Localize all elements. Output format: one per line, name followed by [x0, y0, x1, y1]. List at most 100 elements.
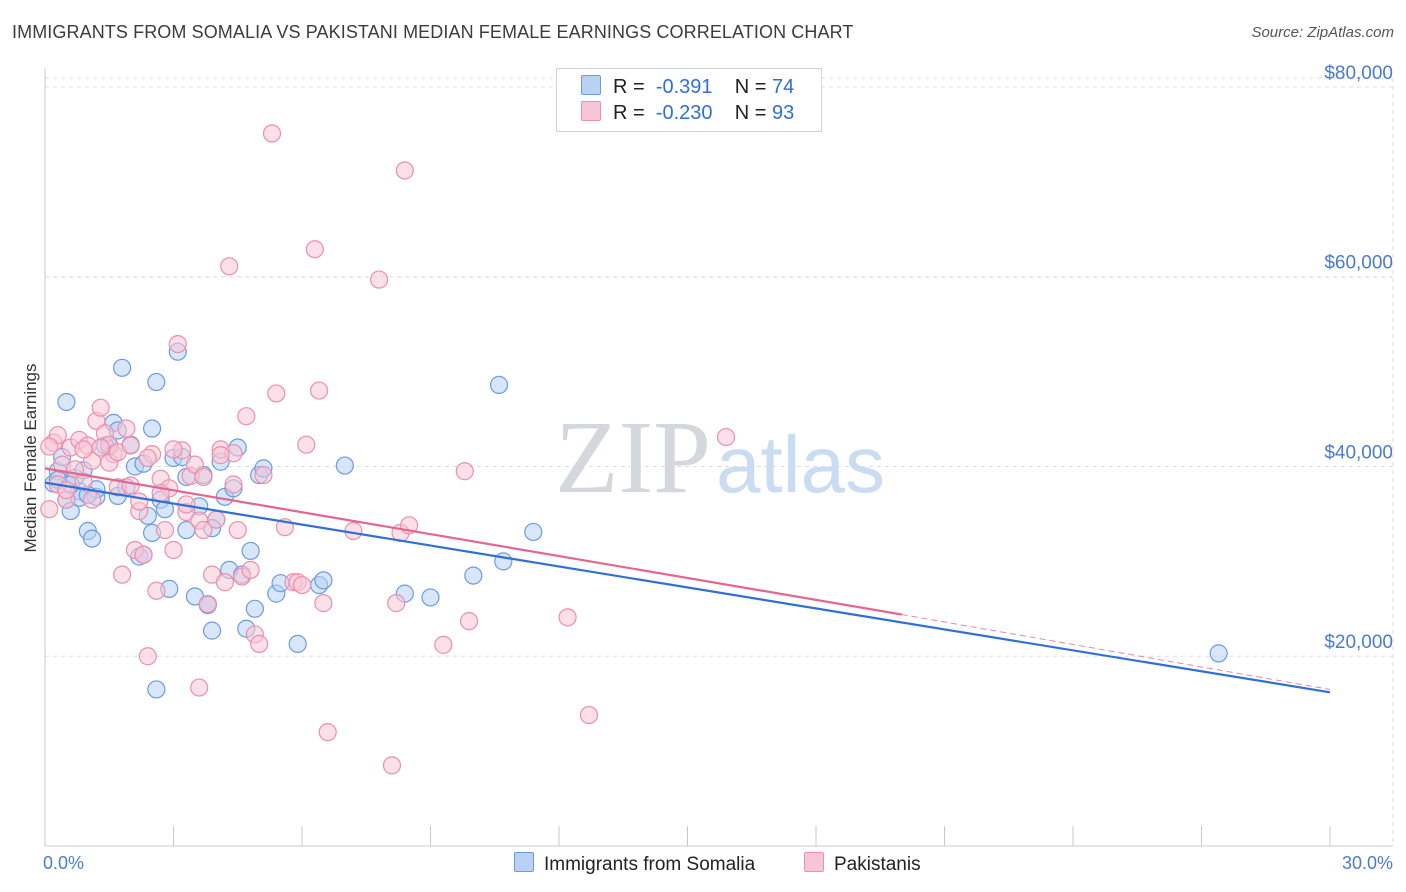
y-tick-label: $80,000 — [1324, 63, 1393, 84]
legend-n-value-somalia: 74 — [772, 76, 795, 98]
pakistani-point — [228, 520, 247, 540]
pakistani-point — [121, 476, 140, 495]
pakistani-point — [211, 446, 230, 465]
somalia-point — [464, 566, 483, 585]
pakistani-point — [237, 407, 256, 426]
pakistani-point — [112, 565, 132, 584]
somalia-point — [147, 680, 166, 699]
legend-r-value-pakistani: -0.230 — [655, 102, 713, 124]
pakistani-point — [155, 520, 175, 540]
legend-swatch-pakistani — [581, 101, 601, 121]
pakistani-point — [220, 257, 239, 276]
pakistani-point — [40, 437, 59, 456]
pakistani-point — [224, 475, 243, 494]
source-label: Source: ZipAtlas.com — [1251, 24, 1394, 41]
bottom-legend-label-somalia: Immigrants from Somalia — [544, 854, 756, 875]
pakistani-point — [185, 455, 205, 474]
somalia-point — [524, 522, 543, 542]
trendlines-layer — [44, 467, 1331, 694]
pakistani-point — [382, 756, 402, 775]
somalia-point — [202, 621, 222, 640]
pakistani-point — [207, 510, 226, 529]
somalia-point — [241, 541, 260, 561]
bottom-legend-swatch-pakistani — [804, 852, 824, 872]
pakistani-trendline-extension — [901, 614, 1331, 690]
pakistani-point — [267, 384, 286, 403]
somalia-point — [83, 529, 102, 548]
somalia-point — [112, 358, 132, 377]
y-axis-label: Median Female Earnings — [21, 364, 40, 553]
pakistani-point — [459, 612, 479, 631]
somalia-point — [1209, 644, 1228, 663]
pakistani-point — [395, 161, 414, 180]
pakistani-point — [215, 573, 234, 592]
legend-n-label: N = — [734, 102, 767, 124]
pakistani-point — [164, 440, 183, 459]
pakistani-point — [138, 448, 157, 468]
legend-row-pakistani: R = -0.230 N = 93 — [581, 101, 794, 127]
bottom-legend-label-pakistani: Pakistanis — [834, 854, 921, 875]
pakistani-point — [147, 581, 166, 600]
bottom-legend-swatch-somalia — [514, 852, 534, 872]
correlation-legend: R = -0.391 N = 74 R = -0.230 N = 93 — [556, 68, 822, 132]
pakistani-point — [579, 705, 599, 725]
pakistani-point — [74, 472, 93, 491]
legend-r-label: R = — [613, 102, 645, 124]
pakistani-point — [164, 540, 183, 560]
pakistani-point — [434, 635, 453, 654]
pakistani-point — [91, 438, 110, 457]
somalia-point — [421, 588, 440, 607]
watermark-atlas: atlas — [716, 420, 885, 509]
somalia-point — [288, 634, 307, 654]
pakistani-point — [314, 594, 333, 613]
pakistani-point — [716, 427, 736, 447]
somalia-point — [335, 456, 354, 475]
pakistani-point — [168, 334, 187, 354]
axes-layer: $20,000 $40,000 $60,000 $80,000 — [44, 63, 1393, 847]
legend-n-value-pakistani: 93 — [772, 102, 795, 124]
pakistani-point — [250, 634, 269, 654]
pakistani-point — [117, 419, 136, 438]
legend-row-somalia: R = -0.391 N = 74 — [581, 75, 794, 101]
pakistani-point — [455, 462, 474, 481]
y-tick-label: $20,000 — [1324, 632, 1393, 653]
somalia-point — [142, 419, 162, 438]
legend-swatch-somalia — [581, 75, 601, 95]
legend-r-label: R = — [613, 76, 645, 98]
somalia-point — [314, 571, 333, 590]
pakistani-point — [254, 465, 273, 485]
pakistani-point — [40, 500, 59, 519]
pakistani-point — [558, 608, 577, 627]
somalia-point — [57, 392, 76, 412]
watermark: ZIP atlas — [555, 400, 885, 515]
pakistani-point — [292, 575, 312, 595]
pakistani-point — [138, 647, 157, 666]
bottom-legend-somalia: Immigrants from Somalia — [514, 852, 755, 876]
pakistani-point — [310, 381, 329, 400]
legend-r-value-somalia: -0.391 — [655, 76, 713, 98]
pakistani-point — [297, 435, 316, 454]
pakistani-point — [190, 678, 209, 697]
pakistani-point — [194, 520, 213, 540]
pakistani-point — [262, 124, 282, 143]
somalia-point — [489, 375, 509, 394]
pakistani-point — [74, 440, 93, 459]
x-tick-label-min: 0.0% — [43, 853, 84, 873]
somalia-point — [147, 372, 166, 392]
y-tick-label: $40,000 — [1324, 442, 1393, 463]
chart-title: IMMIGRANTS FROM SOMALIA VS PAKISTANI MED… — [12, 22, 854, 42]
pakistani-point — [130, 492, 149, 511]
pakistani-point — [194, 467, 213, 487]
legend-n-label: N = — [734, 76, 767, 98]
pakistani-point — [387, 594, 406, 613]
pakistani-point — [91, 398, 110, 417]
pakistani-point — [198, 594, 217, 614]
somalia-trendline — [44, 481, 1331, 694]
pakistani-point — [241, 560, 260, 580]
pakistani-point — [121, 436, 140, 455]
pakistani-point — [83, 490, 102, 509]
watermark-zip: ZIP — [555, 400, 711, 515]
pakistani-point — [134, 545, 153, 564]
somalia-point — [245, 599, 264, 618]
